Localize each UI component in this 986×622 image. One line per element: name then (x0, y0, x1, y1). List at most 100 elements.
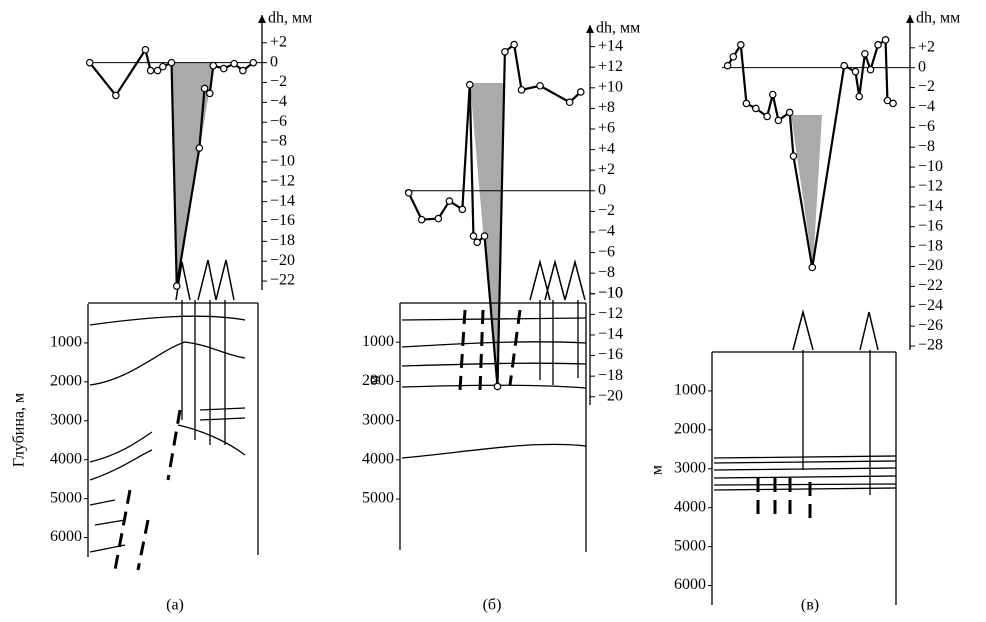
y-tick-label: −14 (270, 192, 295, 209)
y-tick-label: +12 (598, 58, 623, 75)
depth-axis-label: м (366, 375, 383, 385)
dh-point (861, 49, 869, 58)
y-tick-label: −4 (270, 93, 287, 110)
y-tick-label: −10 (918, 158, 943, 175)
dh-point (736, 41, 745, 49)
dh-point (789, 152, 798, 160)
dh-point (881, 36, 890, 44)
y-tick-label: −10 (598, 284, 623, 301)
dh-point (576, 88, 585, 96)
y-tick-label: −10 (270, 153, 295, 170)
depth-tick-label: 1000 (674, 382, 706, 399)
dh-point (445, 197, 454, 205)
dh-point (206, 89, 214, 98)
dh-point (85, 58, 94, 67)
y-tick-label: −22 (918, 277, 943, 294)
dh-point (768, 90, 777, 99)
dh-point (219, 64, 228, 73)
y-tick-label: −12 (598, 305, 623, 322)
y-tick-label: −24 (918, 297, 943, 314)
y-axis-label: dh, мм (596, 20, 640, 37)
y-tick-label: +2 (598, 161, 615, 178)
y-tick-label: −18 (598, 367, 623, 384)
depth-tick-label: 3000 (50, 411, 82, 428)
y-tick-label: +2 (270, 33, 287, 50)
dh-point (200, 84, 209, 93)
dh-point (855, 92, 864, 101)
y-tick-label: −18 (270, 232, 295, 249)
y-tick-label: −16 (918, 217, 943, 234)
dh-point (230, 59, 238, 68)
y-tick-label: −20 (270, 252, 295, 269)
dh-point (458, 205, 467, 214)
y-tick-label: −14 (918, 198, 943, 215)
dh-point (146, 66, 155, 75)
depth-tick-label: 3000 (362, 411, 394, 428)
y-tick-label: 0 (598, 181, 606, 198)
y-tick-label: −20 (598, 387, 623, 404)
dh-point (808, 263, 817, 272)
dh-point (774, 116, 783, 125)
y-tick-label: −6 (270, 113, 287, 130)
depth-axis-label: м (649, 465, 666, 475)
dh-point (866, 65, 875, 74)
dh-point (763, 112, 771, 121)
y-tick-label: −20 (918, 257, 943, 274)
dh-point (723, 61, 732, 70)
y-tick-label: −12 (270, 172, 295, 189)
y-tick-label: −6 (918, 118, 935, 135)
y-tick-label: −4 (598, 223, 615, 240)
y-tick-label: −28 (918, 337, 943, 354)
depth-tick-label: 3000 (674, 459, 706, 476)
axis-arrow (258, 15, 266, 23)
dh-point (501, 47, 509, 56)
dh-point (209, 61, 218, 70)
dh-point (249, 58, 258, 67)
depth-tick-label: 4000 (362, 450, 394, 467)
dh-point (480, 232, 489, 240)
dh-point (404, 189, 413, 197)
dh-point (851, 67, 860, 76)
panel-caption: (в) (801, 597, 819, 614)
depth-tick-label: 6000 (50, 528, 82, 545)
y-axis-label: dh, мм (268, 10, 312, 27)
panel-caption: (а) (166, 597, 184, 614)
dh-point (874, 41, 882, 49)
dh-point (785, 108, 794, 117)
y-tick-label: +4 (598, 140, 615, 157)
y-tick-label: −22 (270, 272, 295, 289)
y-tick-label: +10 (598, 78, 623, 95)
dh-point (153, 66, 162, 75)
subsidence-fill (172, 63, 214, 290)
y-tick-label: +2 (918, 38, 935, 55)
y-tick-label: −12 (918, 178, 943, 195)
depth-tick-label: 4000 (50, 450, 82, 467)
depth-tick-label: 6000 (674, 576, 706, 593)
depth-tick-label: 4000 (674, 498, 706, 515)
y-axis-label: dh, мм (916, 10, 960, 27)
dh-point (417, 215, 426, 224)
axis-arrow (906, 15, 914, 23)
geology-section (400, 259, 587, 552)
dh-point (434, 214, 443, 223)
dh-point (469, 232, 478, 240)
y-tick-label: −18 (918, 237, 943, 254)
dh-point (167, 58, 176, 67)
y-tick-label: +8 (598, 99, 615, 116)
depth-tick-label: 2000 (50, 373, 82, 390)
y-tick-label: −14 (598, 326, 623, 343)
axis-arrow (586, 25, 594, 33)
depth-tick-label: 2000 (362, 372, 394, 389)
dh-point (536, 81, 544, 90)
dh-point (195, 144, 204, 152)
depth-tick-label: 5000 (50, 489, 82, 506)
y-tick-label: −4 (918, 98, 935, 115)
y-tick-label: −2 (918, 78, 935, 95)
y-tick-label: −16 (270, 212, 295, 229)
panel-caption: (б) (483, 597, 502, 614)
y-tick-label: −8 (598, 264, 615, 281)
geology-section (88, 259, 259, 571)
y-tick-label: −8 (918, 138, 935, 155)
dh-profile (88, 47, 254, 287)
